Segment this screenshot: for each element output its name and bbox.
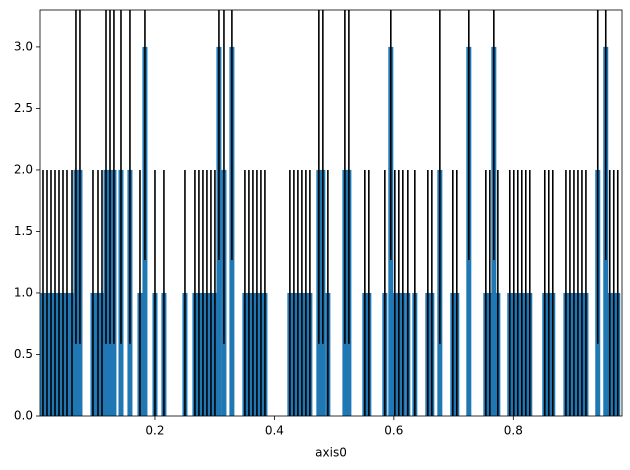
x-tick-label: 0.6 bbox=[384, 424, 403, 438]
x-tick-label: 0.4 bbox=[265, 424, 284, 438]
plot-area bbox=[40, 10, 621, 416]
axes-frame bbox=[39, 9, 623, 417]
y-tick-label: 2.0 bbox=[14, 162, 33, 176]
y-tick-label: 3.0 bbox=[14, 39, 33, 53]
y-tick-label: 0.5 bbox=[14, 347, 33, 361]
x-axis-label: axis0 bbox=[315, 446, 347, 460]
y-tick-label: 2.5 bbox=[14, 101, 33, 115]
x-tick-label: 0.2 bbox=[145, 424, 164, 438]
y-tick-label: 1.5 bbox=[14, 224, 33, 238]
x-tick-label: 0.8 bbox=[504, 424, 523, 438]
y-tick-label: 1.0 bbox=[14, 285, 33, 299]
y-tick-label: 0.0 bbox=[14, 409, 33, 423]
